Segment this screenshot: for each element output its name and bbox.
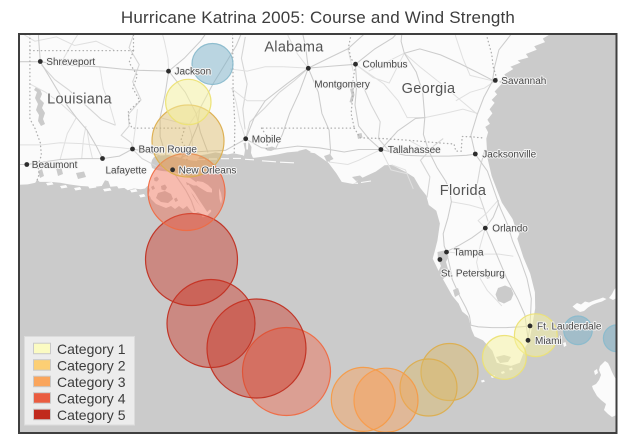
svg-text:Lafayette: Lafayette xyxy=(106,166,148,177)
svg-text:Jackson: Jackson xyxy=(175,67,212,78)
svg-text:Category 3: Category 3 xyxy=(57,374,126,390)
svg-text:Orlando: Orlando xyxy=(492,224,528,235)
svg-text:Savannah: Savannah xyxy=(501,76,546,87)
svg-text:Alabama: Alabama xyxy=(264,40,324,56)
svg-text:Georgia: Georgia xyxy=(402,81,456,97)
svg-text:Jacksonville: Jacksonville xyxy=(482,150,536,161)
svg-text:Tampa: Tampa xyxy=(454,248,484,259)
svg-text:Louisiana: Louisiana xyxy=(47,92,112,108)
svg-text:Beaumont: Beaumont xyxy=(32,160,78,171)
svg-text:Category 4: Category 4 xyxy=(57,391,126,407)
svg-text:Montgomery: Montgomery xyxy=(314,79,370,90)
svg-text:Category 1: Category 1 xyxy=(57,341,126,357)
svg-text:Tallahassee: Tallahassee xyxy=(388,145,441,156)
svg-text:Baton Rouge: Baton Rouge xyxy=(139,145,198,156)
svg-text:Shreveport: Shreveport xyxy=(46,57,95,68)
svg-text:Florida: Florida xyxy=(440,183,487,199)
svg-text:Category 5: Category 5 xyxy=(57,407,126,423)
svg-text:Mobile: Mobile xyxy=(252,134,282,145)
svg-text:St. Petersburg: St. Petersburg xyxy=(441,269,505,280)
svg-text:Columbus: Columbus xyxy=(363,60,408,71)
svg-text:Miami: Miami xyxy=(535,336,562,347)
svg-text:Ft. Lauderdale: Ft. Lauderdale xyxy=(537,321,602,332)
svg-text:New Orleans: New Orleans xyxy=(179,165,237,176)
svg-text:Category 2: Category 2 xyxy=(57,358,126,374)
